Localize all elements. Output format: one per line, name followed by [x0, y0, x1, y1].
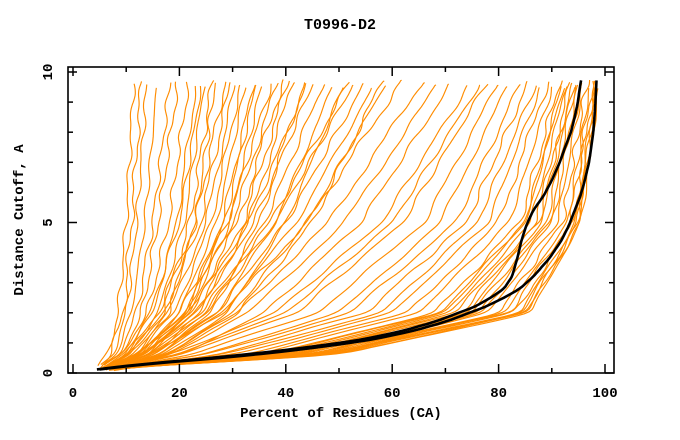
- model-curve: [134, 85, 537, 367]
- model-curve: [159, 87, 582, 366]
- model-curve: [107, 83, 272, 367]
- black-curve-2: [99, 80, 598, 371]
- x-tick-label: 40: [277, 386, 294, 402]
- model-curve: [210, 79, 591, 363]
- model-curve: [136, 87, 540, 366]
- y-tick-label: 5: [41, 218, 57, 226]
- model-curve: [100, 84, 148, 365]
- model-curve: [165, 86, 553, 364]
- model-curve: [115, 84, 326, 367]
- model-curve: [102, 81, 227, 368]
- model-curve: [130, 84, 481, 365]
- model-curve: [110, 79, 402, 368]
- model-curve: [101, 81, 190, 366]
- model-curve: [115, 84, 499, 369]
- model-curve: [119, 86, 263, 365]
- model-curve: [103, 87, 157, 365]
- model-curve: [145, 80, 563, 367]
- model-curve: [116, 88, 566, 371]
- y-tick-label: 10: [41, 64, 57, 81]
- black-curve-1: [96, 80, 583, 371]
- model-curve: [103, 82, 172, 365]
- model-curve: [111, 87, 333, 369]
- model-curve: [97, 83, 136, 366]
- model-curve: [107, 83, 307, 368]
- model-curve: [156, 84, 577, 367]
- model-curve: [105, 82, 279, 369]
- axis-ticks: [68, 67, 614, 374]
- x-tick-label: 20: [171, 386, 188, 402]
- model-curve: [129, 83, 450, 366]
- model-curves-group: [97, 79, 599, 372]
- model-curve: [116, 86, 562, 369]
- model-curve: [112, 87, 247, 367]
- x-tick-label: 0: [69, 386, 77, 402]
- model-curve: [101, 82, 231, 369]
- model-curve: [105, 84, 241, 370]
- model-curve: [116, 86, 508, 371]
- model-curve: [114, 84, 437, 371]
- model-curve: [130, 85, 387, 365]
- y-tick-label: 0: [41, 369, 57, 377]
- model-curve: [115, 84, 314, 365]
- plot-frame: [67, 66, 615, 374]
- model-curve: [117, 81, 550, 371]
- x-axis-label: Percent of Residues (CA): [240, 406, 442, 422]
- model-curve: [109, 81, 350, 368]
- model-curve: [127, 83, 364, 364]
- chart-title: T0996-D2: [304, 17, 376, 34]
- y-axis-label: Distance Cutoff, A: [12, 144, 28, 296]
- model-curve: [114, 82, 306, 370]
- model-curve: [125, 84, 521, 367]
- model-curve: [103, 85, 197, 370]
- x-tick-label: 100: [592, 386, 617, 402]
- x-tick-label: 80: [490, 386, 507, 402]
- model-curve: [99, 81, 143, 369]
- model-curve: [106, 79, 284, 370]
- axis-tick-labels: 0 20 40 60 80 100 0 5 10: [41, 64, 618, 402]
- model-curve: [124, 80, 385, 367]
- model-curve: [120, 85, 468, 366]
- model-curve: [105, 85, 236, 371]
- model-curve: [159, 80, 528, 364]
- model-curve: [122, 82, 217, 363]
- model-curve: [126, 84, 354, 363]
- model-curve: [143, 83, 489, 363]
- reference-curves-group: [96, 80, 598, 371]
- model-curve: [104, 80, 215, 368]
- x-tick-label: 60: [384, 386, 401, 402]
- model-curve: [106, 85, 202, 366]
- model-curve: [103, 81, 179, 366]
- model-curve: [112, 82, 425, 371]
